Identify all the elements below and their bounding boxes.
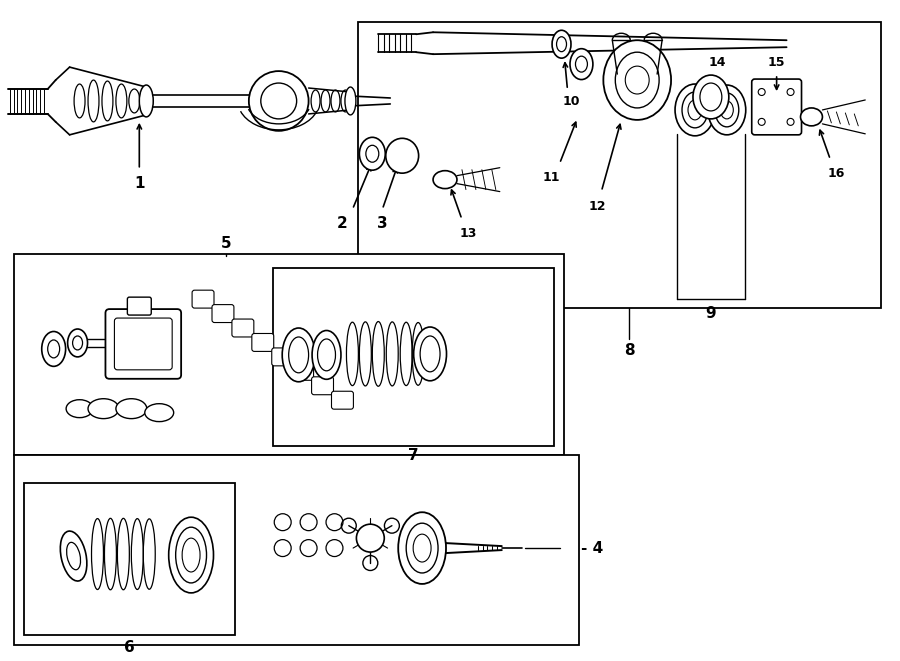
FancyBboxPatch shape [252,334,274,352]
Bar [14,455,580,644]
Text: 1: 1 [134,176,145,191]
Ellipse shape [66,400,93,418]
Ellipse shape [675,84,715,136]
FancyBboxPatch shape [128,297,151,315]
Text: 13: 13 [459,227,477,240]
Ellipse shape [406,524,438,573]
Ellipse shape [116,399,147,418]
Bar [273,268,554,446]
Text: 16: 16 [828,167,845,180]
Text: - 4: - 4 [581,541,604,556]
Ellipse shape [283,328,315,382]
Text: 7: 7 [408,448,418,463]
Ellipse shape [682,92,708,128]
Ellipse shape [41,332,66,366]
FancyBboxPatch shape [752,79,802,135]
Text: 12: 12 [589,200,606,213]
Ellipse shape [700,83,722,111]
Ellipse shape [60,531,87,581]
FancyBboxPatch shape [105,309,181,379]
Ellipse shape [145,404,174,422]
Ellipse shape [715,93,739,127]
Ellipse shape [176,527,206,583]
Ellipse shape [182,538,200,572]
Text: 5: 5 [220,236,231,251]
Ellipse shape [168,517,213,593]
Ellipse shape [414,327,446,381]
Text: 11: 11 [543,171,561,184]
Text: 9: 9 [706,305,716,321]
Text: 14: 14 [708,56,725,69]
Circle shape [261,83,297,119]
Ellipse shape [88,399,119,418]
Ellipse shape [398,512,446,584]
Ellipse shape [68,329,87,357]
Ellipse shape [140,85,153,117]
Ellipse shape [800,108,823,126]
Ellipse shape [708,85,746,135]
FancyBboxPatch shape [331,391,354,409]
Ellipse shape [626,66,649,94]
FancyBboxPatch shape [292,362,313,380]
Ellipse shape [433,171,457,188]
Ellipse shape [603,40,671,120]
Circle shape [356,524,384,552]
Ellipse shape [413,534,431,562]
Ellipse shape [345,87,356,115]
Text: 3: 3 [377,216,388,231]
FancyBboxPatch shape [232,319,254,337]
Ellipse shape [570,49,593,79]
Ellipse shape [720,101,733,119]
Ellipse shape [359,137,385,170]
Bar [23,483,235,635]
FancyBboxPatch shape [192,290,214,308]
Ellipse shape [312,330,341,379]
Bar [14,254,563,455]
FancyBboxPatch shape [272,348,293,366]
Ellipse shape [616,52,659,108]
Text: 10: 10 [562,95,580,108]
Bar [358,22,881,308]
FancyBboxPatch shape [311,377,334,395]
Text: 15: 15 [768,56,786,69]
Circle shape [248,71,309,131]
Ellipse shape [552,30,571,58]
Text: 6: 6 [124,640,135,655]
Text: 2: 2 [338,216,347,231]
FancyBboxPatch shape [212,305,234,323]
Text: 8: 8 [624,344,634,358]
Ellipse shape [386,138,418,173]
Ellipse shape [693,75,729,119]
Ellipse shape [688,100,702,120]
